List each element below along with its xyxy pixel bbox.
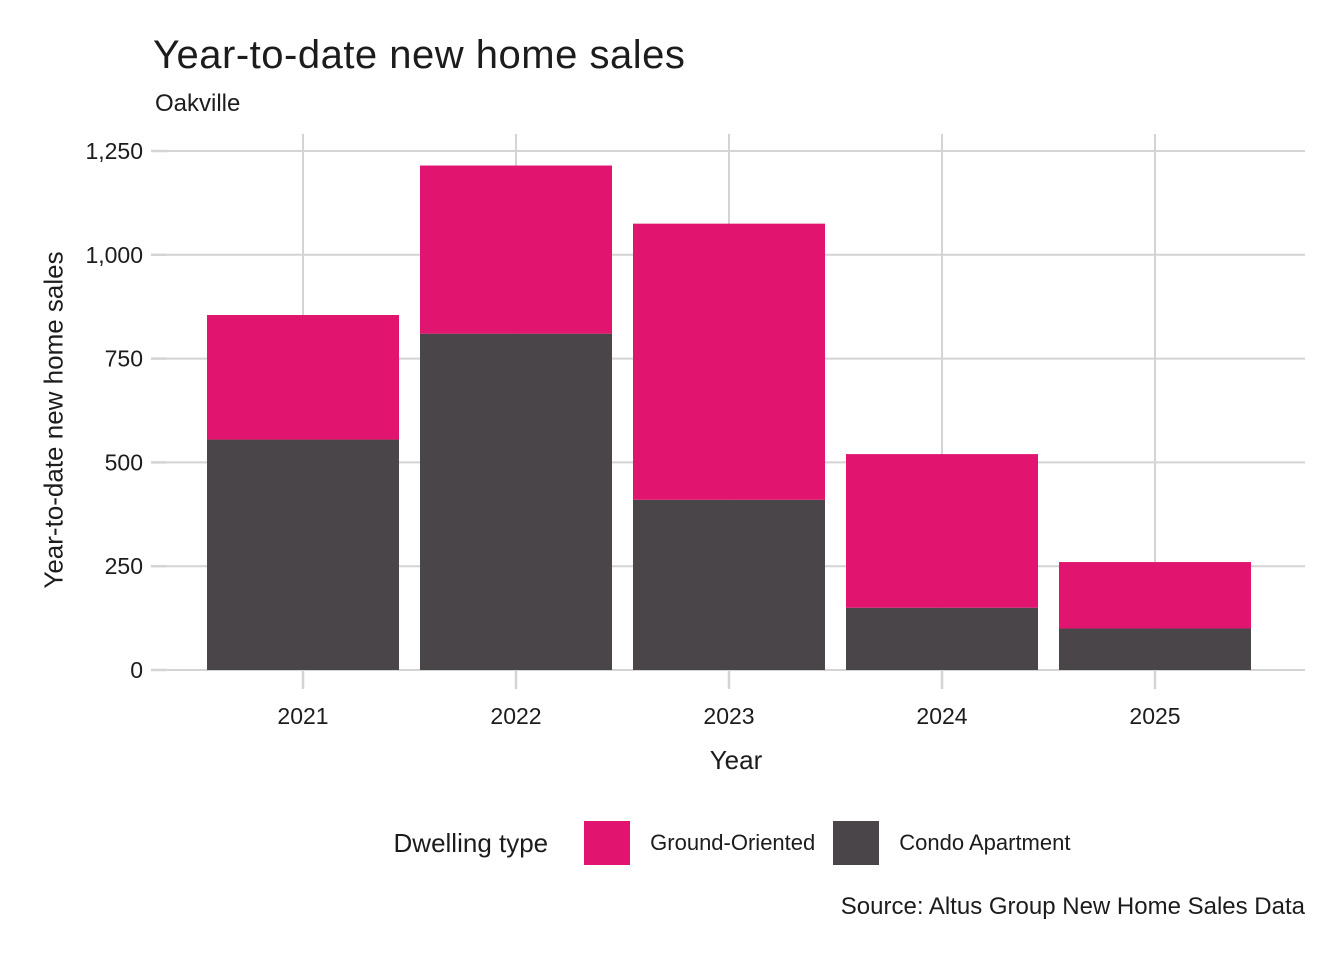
bar-segment-2021-ground-oriented [207,315,399,440]
legend-item-condo-apartment: Condo Apartment [833,821,1070,865]
legend-label-condo-apartment: Condo Apartment [899,830,1071,855]
y-tick-label: 250 [105,553,143,579]
legend-title: Dwelling type [393,827,549,858]
bar-segment-2024-condo-apartment [846,607,1038,670]
chart-title: Year-to-date new home sales [153,33,686,77]
y-tick-label: 1,250 [85,138,143,164]
bar-segment-2022-condo-apartment [420,333,612,670]
x-tick-label: 2024 [916,703,967,729]
bar-segment-2023-ground-oriented [633,223,825,500]
x-tick-label: 2021 [277,703,328,729]
legend-item-ground-oriented: Ground-Oriented [584,821,815,865]
bar-segment-2022-ground-oriented [420,165,612,334]
y-tick-label: 0 [130,657,143,683]
x-tick-label: 2022 [490,703,541,729]
bar-segment-2025-ground-oriented [1059,562,1251,629]
y-tick-label: 1,000 [85,242,143,268]
bar-segment-2023-condo-apartment [633,499,825,670]
source-note: Source: Altus Group New Home Sales Data [840,893,1305,920]
bar-segment-2021-condo-apartment [207,439,399,670]
y-axis-title: Year-to-date new home sales [38,251,69,589]
ground-oriented-swatch [584,821,631,865]
bar-segment-2025-condo-apartment [1059,628,1251,670]
x-tick-label: 2025 [1129,703,1180,729]
y-tick-label: 500 [105,449,143,475]
x-tick-label: 2023 [703,703,754,729]
legend-label-ground-oriented: Ground-Oriented [650,830,816,855]
bar-segment-2024-ground-oriented [846,454,1038,608]
x-axis-title: Year [709,745,763,775]
y-tick-label: 750 [105,346,143,372]
chart-subtitle: Oakville [155,90,241,117]
condo-apartment-swatch [833,821,880,865]
legend: Dwelling type Ground-Oriented Condo Apar… [120,820,1344,866]
